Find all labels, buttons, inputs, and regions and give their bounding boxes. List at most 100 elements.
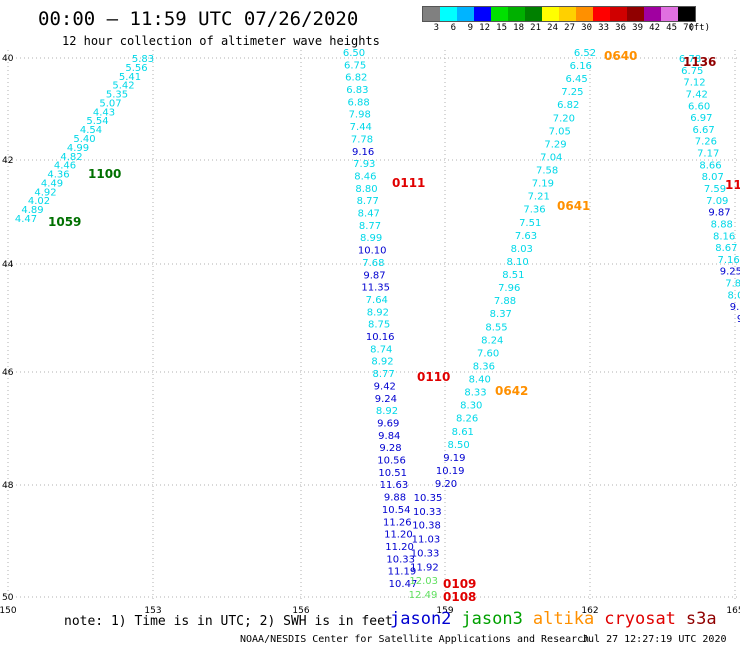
legend-unit: (ft): [688, 23, 710, 33]
wave-height-value: 7.88: [494, 296, 516, 307]
wave-height-value: 7.19: [532, 179, 554, 190]
wave-height-value: 7.51: [519, 218, 541, 229]
wave-height-value: 4.43: [93, 107, 115, 118]
wave-height-value: 7.78: [351, 134, 373, 145]
wave-height-value: 5.83: [132, 54, 154, 65]
wave-height-value: 7.05: [549, 126, 571, 137]
wave-height-value: 9: [737, 314, 740, 325]
wave-height-value: 6.75: [344, 60, 366, 71]
wave-height-value: 4.99: [67, 143, 89, 154]
wave-height-value: 7.96: [498, 283, 520, 294]
wave-height-value: 8.55: [485, 322, 507, 333]
wave-height-value: 6.97: [690, 113, 712, 124]
wave-height-value: 10.35: [414, 493, 443, 504]
y-tick-label: 46: [2, 368, 14, 378]
wave-height-value: 10.33: [411, 548, 440, 559]
wave-height-value: 8.40: [469, 375, 491, 386]
wave-height-value: 8.37: [490, 309, 512, 320]
wave-height-value: 7.58: [536, 166, 558, 177]
wave-height-value: 8.88: [711, 220, 733, 231]
wave-height-value: 9.6: [730, 302, 740, 313]
x-tick-label: 153: [144, 606, 161, 616]
legend-label: 21: [530, 23, 541, 33]
legend-swatch: [440, 7, 457, 21]
map-title: 00:00 – 11:59 UTC 07/26/2020: [38, 8, 359, 30]
legend-swatch: [576, 7, 593, 21]
wave-height-value: 8.66: [699, 160, 721, 171]
wave-height-value: 5.54: [86, 116, 108, 127]
pass-time-label: 0108: [443, 590, 476, 604]
wave-height-value: 7.93: [353, 159, 375, 170]
wave-height-value: 4.36: [47, 170, 69, 181]
wave-height-value: 9.69: [377, 419, 399, 430]
wave-height-value: 10.19: [436, 466, 465, 477]
generated-timestamp: Jul 27 12:27:19 UTC 2020: [582, 634, 727, 645]
legend-swatch: [559, 7, 576, 21]
track-t1: 5.835.565.415.425.355.074.435.544.545.40…: [15, 54, 154, 225]
wave-height-value: 5.07: [99, 98, 121, 109]
pass-time-label: 0642: [495, 384, 528, 398]
satellite-legend: jason2 jason3 altika cryosat s3a: [390, 609, 727, 629]
wave-height-value: 4.54: [80, 125, 102, 136]
wave-height-value: 6.82: [345, 73, 367, 84]
pass-time-label: 1059: [48, 215, 81, 229]
wave-height-value: 8.74: [370, 344, 392, 355]
track-t4: 6.52 6.16 6.45 7.25 6.82 7.20 7.05 7.29 7.04 7.58…: [435, 48, 596, 490]
wave-height-value: 4.02: [28, 196, 50, 207]
wave-height-value: 7.16: [717, 255, 739, 266]
x-tick-label: 162: [581, 606, 598, 616]
legend-swatch: [627, 7, 644, 21]
legend-label: 33: [598, 23, 609, 33]
wave-height-value: 10.38: [412, 521, 441, 532]
wave-height-value: 5.40: [73, 134, 95, 145]
legend-label: 42: [649, 23, 660, 33]
wave-height-value: 10.33: [413, 507, 442, 518]
wave-height-value: 11.03: [412, 535, 441, 546]
wave-height-value: 10.47: [389, 579, 418, 590]
legend-label: 12: [479, 23, 490, 33]
wave-height-value: 9.84: [378, 431, 400, 442]
credit-line: NOAA/NESDIS Center for Satellite Applica…: [240, 634, 590, 645]
satellite-altika: altika: [532, 609, 595, 629]
wave-height-value: 8.50: [447, 440, 469, 451]
wave-height-value: 8.75: [368, 320, 390, 331]
wave-height-value: 4.92: [34, 187, 56, 198]
wave-height-value: 8.30: [460, 401, 482, 412]
wave-height-value: 10.33: [386, 554, 415, 565]
wave-height-value: 8.07: [702, 172, 724, 183]
wave-height-value: 12.03: [409, 576, 438, 587]
wave-height-value: 7.68: [362, 258, 384, 269]
legend-swatch: [423, 7, 440, 21]
wave-height-value: 9.87: [708, 208, 730, 219]
wave-height-value: 8.80: [355, 184, 377, 195]
wave-height-value: 8.77: [372, 369, 394, 380]
wave-height-value: 10.56: [377, 456, 406, 467]
pass-time-label: 1100: [88, 167, 121, 181]
pass-time-label: 11: [725, 178, 740, 192]
legend-label: 45: [666, 23, 677, 33]
wave-height-value: 8.26: [456, 414, 478, 425]
wave-height-value: 7.25: [561, 87, 583, 98]
legend-swatch: [474, 7, 491, 21]
wave-height-value: 8.77: [357, 196, 379, 207]
wave-height-value: 9.16: [352, 147, 374, 158]
x-tick-label: 159: [436, 606, 453, 616]
wave-height-value: 8.92: [376, 406, 398, 417]
wave-height-value: 8.0: [728, 290, 740, 301]
wave-height-value: 8.33: [464, 388, 486, 399]
wave-height-value: 11.92: [410, 562, 439, 573]
y-tick-label: 44: [2, 260, 14, 270]
wave-height-value: 7.20: [553, 113, 575, 124]
wave-height-value: 8.92: [371, 357, 393, 368]
x-tick-label: 150: [0, 606, 17, 616]
legend-swatch: [508, 7, 525, 21]
wave-height-value: 7.42: [686, 90, 708, 101]
wave-height-value: 6.16: [570, 61, 592, 72]
wave-height-value: 5.42: [112, 81, 134, 92]
wave-height-value: 7.44: [350, 122, 372, 133]
wave-height-value: 7.59: [704, 184, 726, 195]
wave-height-value: 7.60: [477, 348, 499, 359]
wave-height-value: 8.10: [506, 257, 528, 268]
wave-height-value: 7.12: [683, 78, 705, 89]
